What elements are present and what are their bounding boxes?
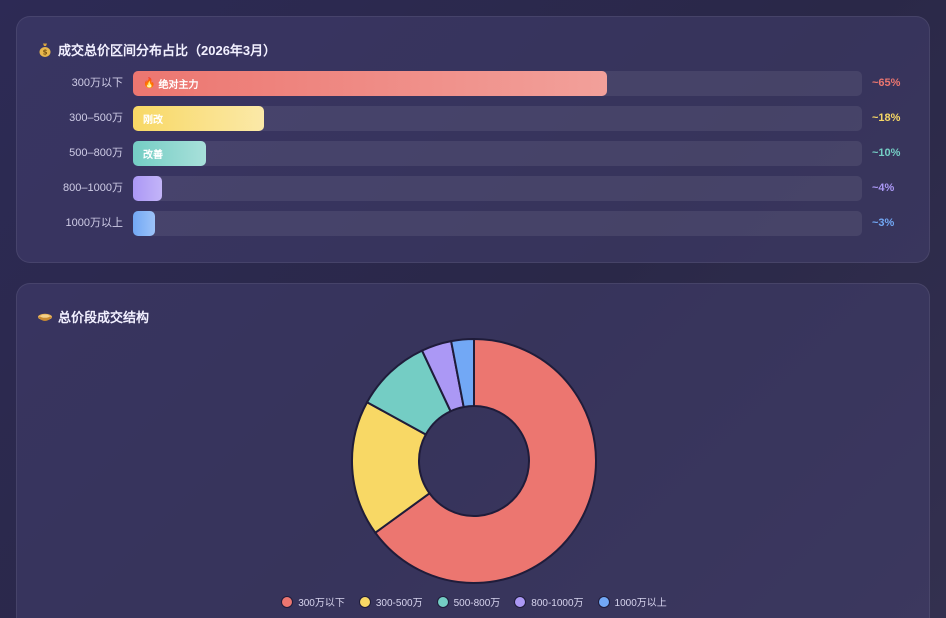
bar bbox=[133, 211, 155, 236]
bar-track: 🔥 绝对主力 bbox=[133, 71, 862, 96]
bar-tag-label: 绝对主力 bbox=[158, 80, 199, 91]
bar-category-label: 300–500万 bbox=[69, 112, 123, 124]
legend-item[interactable]: 300-500万 bbox=[358, 594, 423, 609]
legend-item[interactable]: 500-800万 bbox=[436, 594, 501, 609]
legend-label: 1000万以上 bbox=[614, 598, 667, 609]
donut-chart bbox=[351, 337, 597, 584]
legend-swatch bbox=[436, 595, 449, 608]
legend-label: 300万以下 bbox=[298, 598, 345, 609]
bar-row: 300–500万 刚改 ~18% bbox=[17, 106, 931, 131]
bar-category-label: 1000万以上 bbox=[65, 217, 123, 229]
bar: 刚改 bbox=[133, 106, 265, 131]
bar-track: 改善 bbox=[133, 141, 862, 166]
legend-item[interactable]: 300万以下 bbox=[281, 594, 345, 609]
structure-title: 总价段成交结构 bbox=[37, 307, 149, 326]
bar-category-label: 300万以下 bbox=[71, 77, 123, 89]
svg-text:$: $ bbox=[43, 48, 48, 56]
bar-row: 500–800万 改善 ~10% bbox=[17, 141, 931, 166]
donut-slice bbox=[373, 337, 597, 584]
price-distribution-card: $ 成交总价区间分布占比（2026年3月） 300万以下 🔥 绝对主力 ~65% 300… bbox=[16, 16, 930, 263]
legend-swatch bbox=[597, 595, 610, 608]
legend-swatch bbox=[281, 595, 294, 608]
legend-label: 800-1000万 bbox=[531, 598, 584, 609]
pie-bowl-icon bbox=[38, 313, 52, 321]
bar-category-label: 500–800万 bbox=[69, 147, 123, 159]
bar-tag-label: 改善 bbox=[143, 150, 163, 161]
fire-icon: 🔥 bbox=[143, 78, 156, 89]
legend-swatch bbox=[514, 595, 527, 608]
money-bag-icon: $ bbox=[39, 43, 51, 57]
bar-value-label: ~3% bbox=[872, 217, 895, 229]
bar bbox=[133, 176, 163, 201]
bar-row: 800–1000万 ~4% bbox=[17, 176, 931, 201]
structure-title-text: 总价段成交结构 bbox=[58, 310, 150, 325]
legend-label: 500-800万 bbox=[453, 598, 501, 609]
bar-row: 300万以下 🔥 绝对主力 ~65% bbox=[17, 71, 931, 96]
bar-category-label: 800–1000万 bbox=[63, 182, 123, 194]
bar-track bbox=[133, 176, 862, 201]
bar-row: 1000万以上 ~3% bbox=[17, 211, 931, 236]
legend-item[interactable]: 1000万以上 bbox=[597, 594, 667, 609]
price-structure-card: 总价段成交结构 300万以下 300-500万 500-800万 800-1000万 1… bbox=[16, 283, 930, 618]
bar-value-label: ~18% bbox=[872, 112, 901, 124]
bar-track bbox=[133, 211, 862, 236]
bar-tag-label: 刚改 bbox=[143, 115, 163, 126]
bar-value-label: ~65% bbox=[872, 77, 901, 89]
chart-legend: 300万以下 300-500万 500-800万 800-1000万 1000万以上 bbox=[17, 594, 931, 609]
bar-track: 刚改 bbox=[133, 106, 862, 131]
legend-label: 300-500万 bbox=[375, 598, 423, 609]
distribution-title-text: 成交总价区间分布占比（2026年3月） bbox=[58, 43, 277, 58]
distribution-title: $ 成交总价区间分布占比（2026年3月） bbox=[37, 40, 276, 59]
bar-value-label: ~4% bbox=[872, 182, 895, 194]
bar-value-label: ~10% bbox=[872, 147, 901, 159]
legend-swatch bbox=[358, 595, 371, 608]
bar: 🔥 绝对主力 bbox=[133, 71, 607, 96]
donut-slice bbox=[449, 337, 475, 409]
bar: 改善 bbox=[133, 141, 206, 166]
legend-item[interactable]: 800-1000万 bbox=[514, 594, 584, 609]
